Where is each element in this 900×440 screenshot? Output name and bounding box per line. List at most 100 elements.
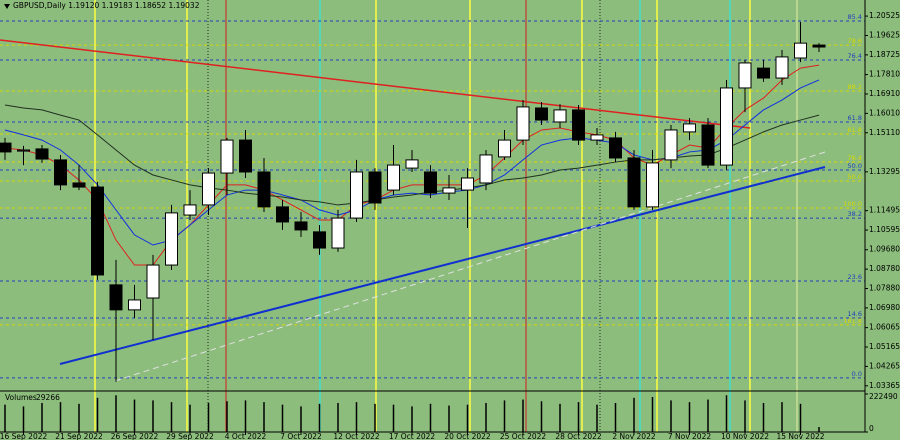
level-label: 88.2 [848, 83, 862, 91]
y-tick-label: 1.17810 [869, 70, 900, 79]
candle-body [775, 56, 789, 79]
y-tick-label: 1.11495 [869, 206, 900, 215]
candle-body [572, 109, 585, 141]
candle-body [72, 182, 86, 188]
candle-body [183, 204, 197, 216]
y-tick-label: 1.06065 [869, 323, 900, 332]
trendline [0, 39, 751, 129]
candle-body [202, 172, 215, 206]
volume-current: 29266 [36, 393, 60, 402]
level-label: 76.4 [848, 154, 862, 162]
y-tick-label: 1.03365 [869, 381, 900, 390]
candle-body [0, 142, 12, 153]
candle-body [535, 107, 548, 121]
y-tick-label: 1.16910 [869, 89, 900, 98]
y-tick-label: 1.06980 [869, 303, 900, 312]
candle-body [627, 157, 641, 208]
volume-panel: Volumes 29266 222490 0 [4, 392, 898, 433]
menu-icon [4, 4, 10, 9]
candle-body [54, 159, 67, 186]
candle-body [257, 171, 271, 208]
y2-tick-label: 222490 [869, 392, 898, 401]
candle-body [442, 187, 456, 194]
x-tick-label: 10 Nov 2022 [721, 432, 769, 440]
level-label: 38.2 [848, 210, 862, 218]
level-label: 23.6 [848, 273, 862, 281]
candle-body [276, 206, 289, 223]
candle-body [220, 139, 234, 174]
candle-body [331, 217, 345, 249]
candle-body [91, 186, 104, 276]
x-tick-label: 26 Sep 2022 [111, 432, 159, 440]
trendline [114, 151, 826, 382]
candle-body [720, 87, 733, 166]
candle-body [387, 164, 400, 191]
y-tick-label: 1.13295 [869, 167, 900, 176]
trendline [59, 166, 826, 365]
candle-body [424, 171, 437, 194]
y-tick-label: 1.15110 [869, 128, 900, 137]
trendlines [0, 39, 826, 382]
candle-body [738, 62, 752, 89]
candle-body [757, 67, 770, 79]
level-label: 76.4 [848, 52, 862, 60]
candle-body [405, 159, 419, 169]
level-label: 61.8 [848, 114, 862, 122]
y-tick-label: 1.05165 [869, 342, 900, 351]
indicator-lines [4, 64, 820, 266]
x-tick-label: 25 Oct 2022 [500, 432, 547, 440]
candle-body [553, 109, 567, 123]
candle-body [498, 139, 511, 158]
y-tick-label: 1.08780 [869, 264, 900, 273]
y-tick-label: 1.04265 [869, 361, 900, 370]
y-tick-label: 1.20525 [869, 11, 900, 20]
candle-body [664, 129, 678, 161]
x-tick-label: 20 Oct 2022 [444, 432, 491, 440]
chart-title: GBPUSD,Daily 1.19120 1.19183 1.18652 1.1… [13, 1, 200, 10]
candle-body [146, 264, 160, 299]
candles [0, 22, 826, 382]
candle-body [128, 299, 141, 311]
candle-body [239, 139, 252, 173]
x-tick-label: 4 Oct 2022 [225, 432, 267, 440]
x-tick-label: 15 Nov 2022 [776, 432, 824, 440]
y-tick-label: 1.10595 [869, 225, 900, 234]
y-tick-label: 1.18725 [869, 50, 900, 59]
candle-body [109, 284, 123, 311]
candle-body [461, 177, 474, 191]
moving-average [4, 64, 820, 266]
level-label: 100.0 [843, 200, 862, 208]
x-tick-label: 16 Sep 2022 [0, 432, 47, 440]
y-tick-label: 1.09680 [869, 245, 900, 254]
vertical-lines [94, 0, 798, 432]
axes: 1.20525 1.19625 1.18725 1.17810 1.16910 1.160… [0, 11, 900, 440]
x-tick-label: 28 Oct 2022 [555, 432, 602, 440]
x-tick-label: 12 Oct 2022 [333, 432, 380, 440]
candle-body [165, 212, 178, 266]
y-tick-label: 1.07880 [869, 284, 900, 293]
candle-body [350, 171, 363, 219]
level-label: 78.6 [848, 37, 862, 45]
volume-label: Volumes [5, 393, 37, 402]
y-tick-label: 1.19625 [869, 30, 900, 39]
level-label: 50.0 [848, 162, 862, 170]
x-tick-label: 21 Sep 2022 [55, 432, 103, 440]
candle-body [609, 137, 622, 159]
x-tick-label: 7 Oct 2022 [280, 432, 322, 440]
candle-body [646, 162, 659, 208]
candle-body [294, 221, 308, 231]
candle-body [701, 124, 715, 166]
level-label: 50.0 [848, 173, 862, 181]
candle-body [812, 44, 826, 48]
level-label: 61.8 [848, 126, 862, 134]
level-label: 0.0 [852, 370, 862, 378]
candle-body [683, 123, 696, 133]
candle-body [516, 106, 530, 141]
x-tick-label: 7 Nov 2022 [668, 432, 711, 440]
x-tick-label: 29 Sep 2022 [166, 432, 214, 440]
level-label: 161.8 [843, 317, 862, 325]
candle-body [313, 231, 326, 249]
candle-body [794, 42, 807, 59]
